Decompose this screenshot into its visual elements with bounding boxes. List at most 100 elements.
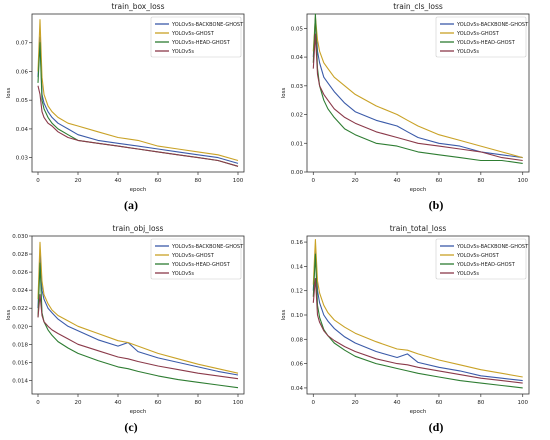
x-tick-label: 0	[312, 178, 316, 184]
chart-svg-c: train_obj_loss 0 20 40 60 80 100 epoch 0.014 0.01…	[6, 224, 245, 415]
y-tick-label: 0.10	[291, 313, 304, 319]
legend-entry: YOLOv5s	[456, 271, 479, 277]
x-tick-label: 80	[477, 400, 484, 406]
legend-entry: YOLOv5s	[171, 271, 194, 277]
x-tick-label: 60	[435, 400, 442, 406]
legend-entry: YOLOv5s-HEAD-GHOST	[456, 40, 516, 46]
y-tick-label: 0.06	[16, 69, 29, 75]
y-tick-label: 0.030	[12, 234, 28, 240]
chart-legend: YOLOv5s-BACKBONE-GHOST YOLOv5s-GHOST YOLOv…	[435, 238, 529, 280]
x-tick-label: 20	[75, 178, 82, 184]
chart-title: train_obj_loss	[113, 224, 164, 233]
x-tick-label: 20	[352, 178, 359, 184]
series-line	[312, 33, 523, 162]
x-tick-label: 20	[352, 400, 359, 406]
legend-entry: YOLOv5s-GHOST	[171, 31, 215, 37]
chart-panel-b: train_cls_loss 0 20 40 60 80 100 epoch 0.00 0.01 0…	[275, 0, 550, 215]
legend-entry: YOLOv5s-HEAD-GHOST	[171, 40, 231, 46]
y-tick-label: 0.07	[16, 41, 29, 47]
chart-panel-c: train_obj_loss 0 20 40 60 80 100 epoch 0.014 0.01…	[0, 222, 275, 440]
legend-box	[435, 238, 527, 280]
chart-legend: YOLOv5s-BACKBONE-GHOST YOLOv5s-GHOST YOLOv…	[150, 16, 244, 58]
x-axis-label: epoch	[130, 409, 147, 415]
x-tick-label: 20	[75, 400, 82, 406]
x-axis-label: epoch	[410, 187, 427, 193]
y-tick-label: 0.022	[12, 306, 28, 312]
y-tick-label: 0.016	[12, 360, 28, 366]
x-axis-label: epoch	[130, 187, 147, 193]
y-tick-label: 0.16	[291, 240, 304, 246]
x-axis-label: epoch	[410, 409, 427, 415]
legend-entry: YOLOv5s-BACKBONE-GHOST	[456, 22, 529, 28]
y-tick-label: 0.03	[16, 156, 29, 162]
legend-entry: YOLOv5s-HEAD-GHOST	[171, 262, 231, 268]
series-line	[37, 19, 239, 162]
legend-entry: YOLOv5s	[171, 49, 194, 55]
chart-svg-d: train_total_loss 0 20 40 60 80 100 epoch 0.04 0.0…	[281, 224, 530, 415]
series-line	[37, 294, 239, 380]
chart-panel-a: train_box_loss 0 20 40 60 80 100 epoch 0.03 0.04 0…	[0, 0, 275, 215]
legend-entry: YOLOv5s-GHOST	[456, 31, 500, 37]
legend-box	[150, 16, 242, 58]
y-tick-label: 0.03	[291, 84, 304, 90]
y-tick-label: 0.06	[291, 362, 304, 368]
series-line	[312, 253, 523, 389]
legend-entry: YOLOv5s-BACKBONE-GHOST	[171, 244, 244, 250]
series-line	[312, 247, 523, 382]
y-tick-label: 0.028	[12, 252, 28, 258]
x-tick-label: 60	[155, 400, 162, 406]
x-tick-label: 80	[195, 178, 202, 184]
y-axis-label: loss	[281, 310, 287, 321]
series-line	[37, 42, 239, 167]
y-tick-label: 0.14	[291, 264, 304, 270]
legend-entry: YOLOv5s-GHOST	[456, 253, 500, 259]
series-line	[312, 19, 523, 159]
x-tick-label: 100	[517, 178, 528, 184]
y-tick-label: 0.05	[16, 98, 29, 104]
panel-caption-a: (a)	[124, 198, 138, 212]
legend-box	[150, 238, 242, 280]
x-tick-label: 80	[195, 400, 202, 406]
y-axis-label: loss	[6, 310, 12, 321]
plot-frame	[31, 13, 245, 173]
x-tick-label: 40	[115, 178, 122, 184]
legend-entry: YOLOv5s-BACKBONE-GHOST	[171, 22, 244, 28]
chart-title: train_box_loss	[111, 2, 164, 11]
chart-svg-b: train_cls_loss 0 20 40 60 80 100 epoch 0.00 0.01 0…	[281, 2, 530, 193]
legend-entry: YOLOv5s-HEAD-GHOST	[456, 262, 516, 268]
y-tick-label: 0.04	[291, 55, 304, 61]
x-tick-label: 0	[36, 400, 40, 406]
x-tick-label: 0	[36, 178, 40, 184]
y-tick-label: 0.12	[291, 289, 303, 295]
series-line	[37, 36, 239, 164]
plot-frame	[31, 235, 245, 395]
chart-title: train_total_loss	[390, 224, 447, 233]
chart-legend: YOLOv5s-BACKBONE-GHOST YOLOv5s-GHOST YOLOv…	[150, 238, 244, 280]
y-tick-label: 0.020	[12, 324, 28, 330]
y-tick-label: 0.00	[291, 170, 304, 176]
x-tick-label: 60	[155, 178, 162, 184]
series-line	[37, 85, 239, 167]
chart-title: train_cls_loss	[393, 2, 443, 11]
panel-caption-d: (d)	[428, 420, 444, 434]
legend-entry: YOLOv5s-BACKBONE-GHOST	[456, 244, 529, 250]
legend-box	[435, 16, 527, 58]
series-line	[312, 16, 523, 159]
x-tick-label: 100	[517, 400, 528, 406]
y-tick-label: 0.04	[16, 127, 29, 133]
legend-entry: YOLOv5s-GHOST	[171, 253, 215, 259]
series-line	[37, 253, 239, 376]
x-tick-label: 80	[477, 178, 484, 184]
y-tick-label: 0.05	[291, 26, 304, 32]
x-tick-label: 40	[394, 178, 401, 184]
y-tick-label: 0.02	[291, 113, 303, 119]
x-tick-label: 100	[233, 178, 244, 184]
x-tick-label: 40	[115, 400, 122, 406]
y-axis-label: loss	[281, 88, 287, 99]
y-tick-label: 0.024	[12, 288, 28, 294]
chart-legend: YOLOv5s-BACKBONE-GHOST YOLOv5s-GHOST YOLOv…	[435, 16, 529, 58]
legend-entry: YOLOv5s	[456, 49, 479, 55]
x-tick-label: 60	[435, 178, 442, 184]
series-line	[312, 277, 523, 384]
panel-caption-c: (c)	[124, 420, 138, 434]
